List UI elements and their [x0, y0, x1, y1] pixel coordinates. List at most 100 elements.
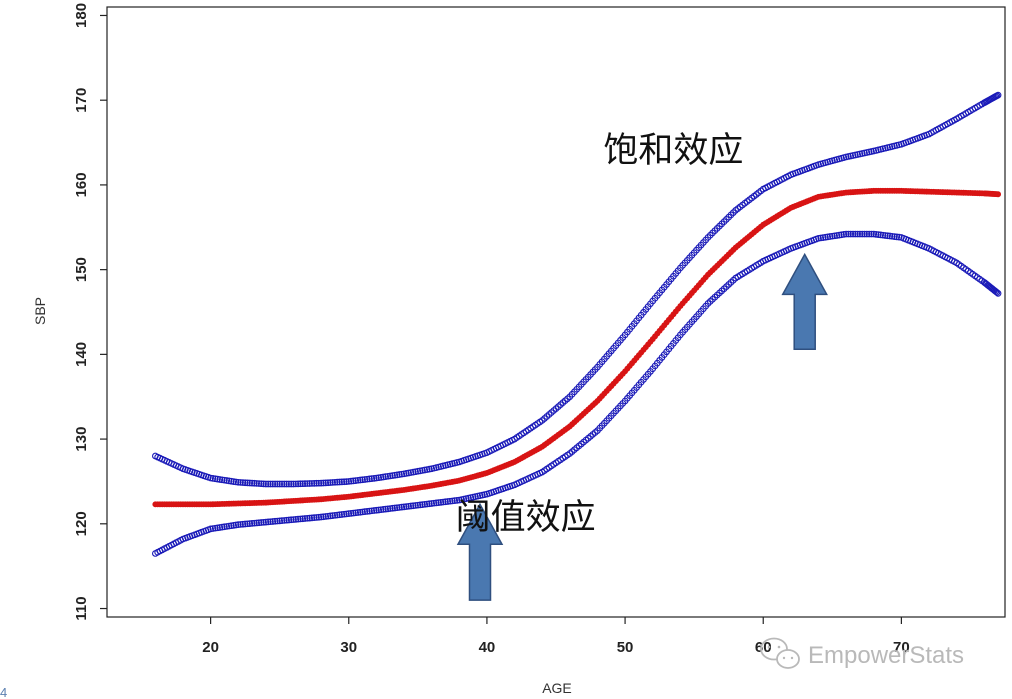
- upper-ci-point: [347, 477, 355, 485]
- upper-ci-point: [310, 480, 318, 487]
- upper-ci-point: [299, 480, 307, 488]
- y-axis-title: SBP: [32, 297, 48, 325]
- upper-ci-point: [317, 479, 325, 487]
- lower-ci-point: [347, 510, 355, 517]
- lower-ci-point: [877, 231, 885, 239]
- upper-ci-point: [283, 480, 290, 488]
- annotation-saturation-effect: 饱和效应: [603, 131, 743, 171]
- y-tick-label: 140: [73, 342, 90, 367]
- lower-ci-point: [884, 232, 891, 240]
- upper-ci-point: [218, 476, 226, 484]
- x-axis-title: AGE: [542, 680, 572, 696]
- upper-ci-point: [379, 473, 387, 481]
- lower-ci-point: [333, 511, 341, 519]
- upper-ci-point: [322, 479, 330, 487]
- lower-ci-point: [361, 508, 369, 516]
- lower-ci-point: [292, 516, 300, 523]
- lower-ci-point: [396, 504, 403, 511]
- lower-ci-point: [432, 499, 440, 507]
- lower-ci-point: [828, 232, 836, 240]
- upper-ci-point: [308, 480, 316, 487]
- lower-ci-point: [336, 511, 343, 519]
- upper-ci-point: [320, 479, 327, 487]
- lower-ci-point: [363, 508, 371, 515]
- lower-ci-point: [356, 508, 364, 516]
- y-tick-label: 110: [73, 596, 90, 620]
- lower-ci-point: [840, 231, 848, 238]
- lower-ci-point: [414, 501, 422, 509]
- lower-ci-point: [237, 521, 244, 528]
- lower-ci-point: [338, 511, 346, 518]
- y-tick-label: 170: [73, 88, 90, 113]
- lower-ci-point: [851, 230, 859, 238]
- lower-ci-point: [331, 511, 339, 519]
- lower-ci-point: [246, 520, 254, 527]
- upper-ci-point: [248, 479, 256, 487]
- lower-ci-point: [313, 514, 320, 521]
- upper-ci-point: [994, 91, 1002, 99]
- lower-ci-point: [409, 502, 417, 510]
- lower-ci-point: [303, 514, 311, 522]
- lower-ci-point: [845, 230, 852, 238]
- upper-ci-point: [255, 480, 263, 487]
- lower-ci-point: [350, 509, 357, 517]
- lower-ci-point: [310, 514, 318, 522]
- upper-ci-point: [294, 480, 302, 488]
- upper-ci-point: [324, 479, 332, 487]
- lower-ci-point: [446, 497, 454, 505]
- lower-ci-point: [234, 521, 242, 529]
- lower-ci-point: [283, 516, 290, 524]
- upper-ci-point: [389, 472, 396, 479]
- upper-ci-point: [391, 471, 399, 479]
- upper-ci-point: [280, 480, 288, 488]
- lower-ci-point: [327, 512, 334, 520]
- upper-ci-point: [230, 478, 237, 485]
- lower-ci-point: [886, 232, 894, 240]
- y-tick-label: 160: [73, 172, 90, 197]
- lower-ci-point: [419, 501, 426, 508]
- lower-ci-point: [879, 231, 887, 239]
- lower-ci-point: [384, 505, 392, 513]
- lower-ci-point: [306, 514, 313, 522]
- y-tick-label: 150: [73, 257, 90, 282]
- lower-ci-point: [221, 523, 228, 531]
- lower-ci-point: [838, 231, 845, 239]
- lower-ci-point: [223, 523, 231, 530]
- lower-ci-point: [402, 503, 410, 510]
- lower-ci-point: [423, 500, 431, 508]
- lower-ci-point: [858, 230, 866, 238]
- x-axis: 20 30 40 50 60 70: [202, 617, 910, 656]
- upper-ci-point: [292, 480, 300, 488]
- x-tick-label: 60: [755, 639, 772, 656]
- lower-ci-point: [271, 517, 279, 525]
- upper-ci-point: [271, 480, 279, 488]
- lower-ci-point: [400, 503, 408, 511]
- upper-ci-point: [370, 474, 378, 482]
- y-tick-label: 180: [73, 3, 90, 28]
- upper-ci-point: [345, 478, 353, 485]
- lower-ci-point: [854, 230, 861, 238]
- lower-ci-point: [891, 233, 898, 240]
- lower-ci-point: [819, 234, 827, 241]
- upper-ci-point: [398, 470, 406, 478]
- upper-ci-point: [356, 476, 364, 484]
- lower-ci-point: [994, 290, 1002, 297]
- upper-ci-point: [264, 480, 272, 488]
- lower-ci-point: [375, 506, 383, 514]
- plot-frame: [106, 6, 1006, 618]
- upper-ci-point: [375, 474, 383, 482]
- lower-ci-point: [308, 514, 316, 522]
- lower-ci-point: [294, 515, 302, 523]
- lower-ci-point: [320, 513, 327, 521]
- upper-ci-point: [225, 477, 233, 485]
- series-lower-ci: [152, 230, 1002, 557]
- y-axis: 110 120 130 140 150 160 170 180: [73, 3, 107, 621]
- lower-ci-point: [881, 232, 889, 239]
- upper-ci-point: [373, 474, 380, 482]
- series-fitted: [152, 187, 1002, 508]
- lower-ci-point: [849, 230, 857, 238]
- lower-ci-point: [377, 506, 385, 514]
- lower-ci-point: [875, 231, 882, 238]
- lower-ci-point: [815, 234, 822, 242]
